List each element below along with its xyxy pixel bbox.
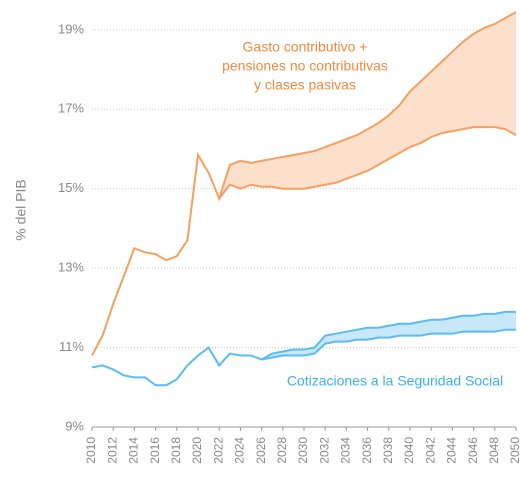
band-area (219, 11, 516, 199)
x-tick-label: 2044 (445, 437, 459, 464)
annotation: pensiones no contributivas (222, 58, 388, 74)
x-tick-label: 2026 (254, 437, 268, 464)
series-line (218, 126, 517, 200)
series-line (261, 328, 516, 361)
x-tick-label: 2034 (339, 437, 353, 464)
annotation: y clases pasivas (254, 77, 356, 93)
x-tick-label: 2016 (148, 437, 162, 464)
annotation: Gasto contributivo + (243, 39, 368, 55)
x-tick-label: 2012 (105, 437, 119, 464)
annotation: Cotizaciones a la Seguridad Social (287, 373, 503, 389)
x-tick-label: 2020 (190, 437, 204, 464)
band-area (261, 311, 516, 360)
x-tick-label: 2014 (127, 437, 141, 464)
x-tick-label: 2032 (317, 437, 331, 464)
y-tick-label: 17% (58, 101, 84, 116)
y-axis-label: % del PIB (13, 179, 29, 240)
y-tick-label: 19% (58, 21, 84, 36)
x-tick-label: 2046 (466, 437, 480, 464)
x-tick-label: 2010 (84, 437, 98, 464)
x-tick-label: 2050 (508, 437, 521, 464)
y-tick-label: 9% (65, 418, 84, 433)
x-tick-label: 2030 (296, 437, 310, 464)
series-line (91, 310, 516, 387)
x-tick-label: 2022 (211, 437, 225, 464)
x-tick-label: 2018 (169, 437, 183, 464)
x-tick-label: 2042 (423, 437, 437, 464)
x-tick-label: 2024 (233, 437, 247, 464)
y-tick-label: 15% (58, 180, 84, 195)
x-tick-label: 2040 (402, 437, 416, 464)
x-tick-label: 2038 (381, 437, 395, 464)
x-tick-label: 2028 (275, 437, 289, 464)
x-tick-label: 2048 (487, 437, 501, 464)
y-tick-label: 11% (59, 339, 84, 354)
x-tick-label: 2036 (360, 437, 374, 464)
series-line (91, 11, 517, 356)
y-tick-label: 13% (58, 260, 84, 275)
